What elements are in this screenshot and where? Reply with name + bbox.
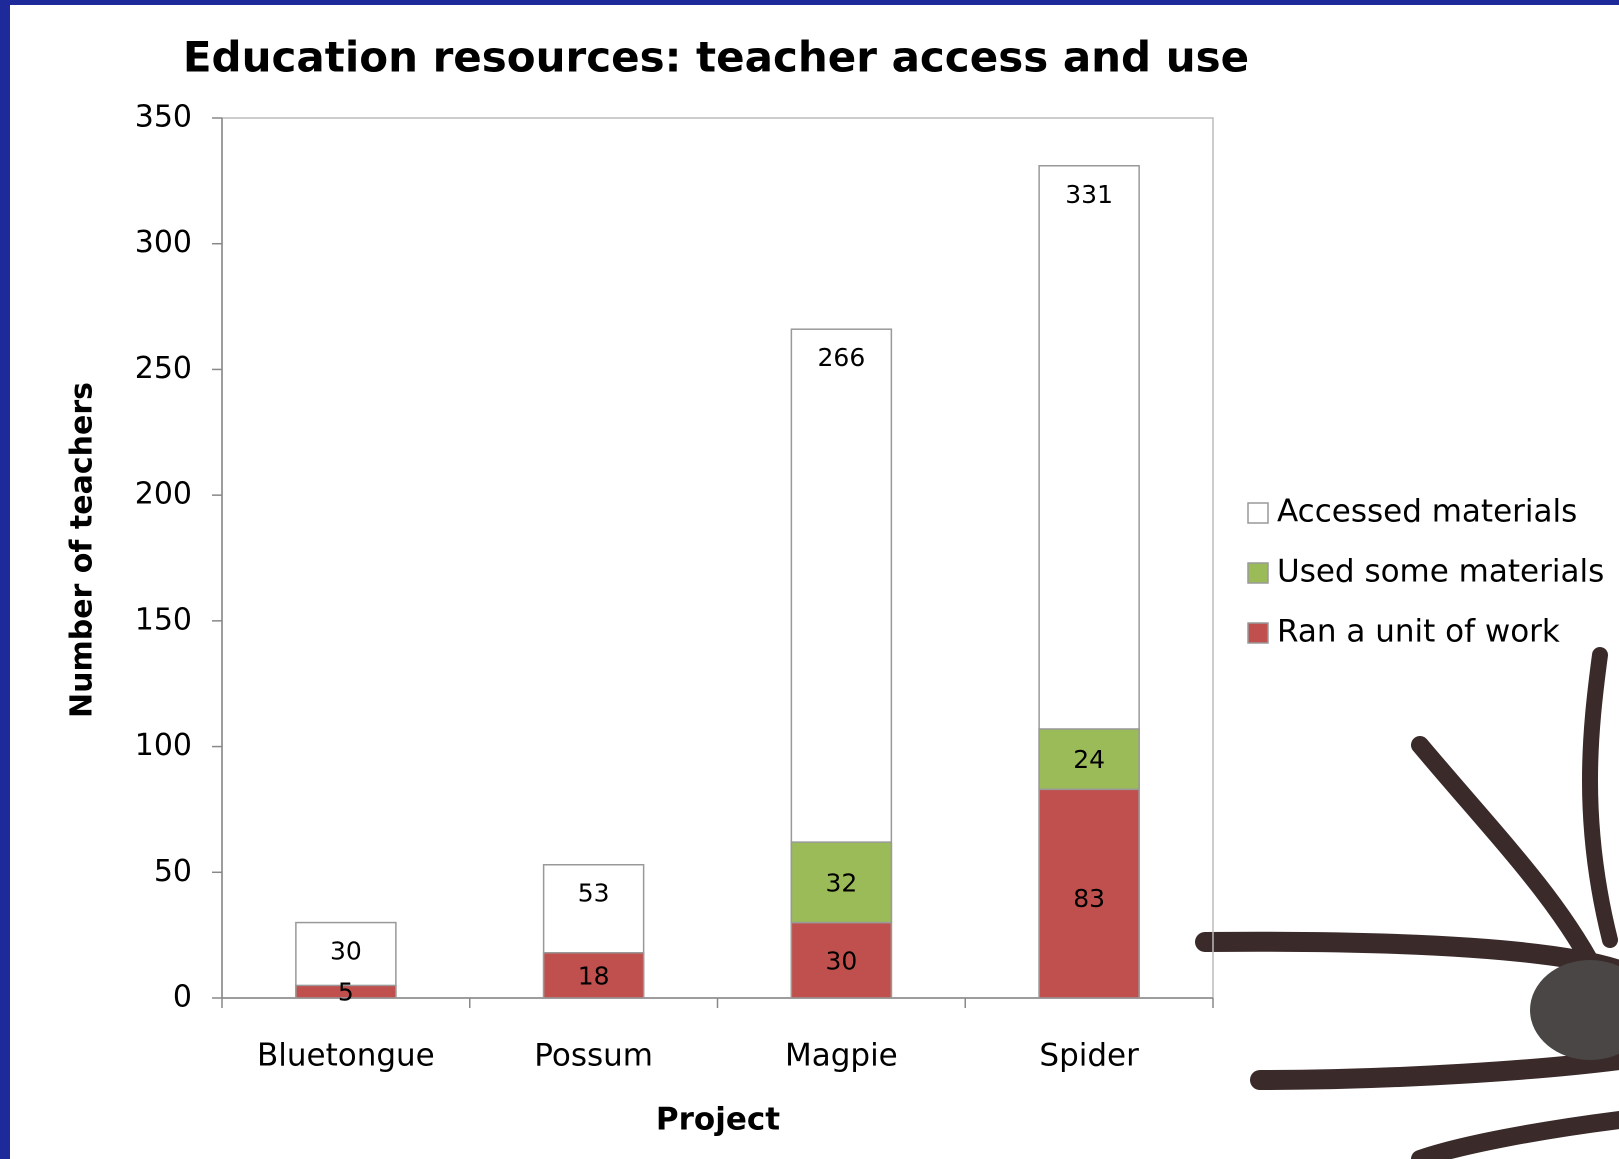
bar-segment xyxy=(1038,728,1140,791)
value-label: 30 xyxy=(330,937,362,966)
y-tick-label: 350 xyxy=(135,100,192,135)
x-tick-label: Spider xyxy=(1039,1038,1139,1074)
value-label: 266 xyxy=(818,343,866,372)
bar-segment xyxy=(790,921,893,999)
y-tick-label: 300 xyxy=(135,225,192,260)
legend-label: Accessed materials xyxy=(1277,494,1577,530)
y-tick-label: 150 xyxy=(135,602,192,637)
x-tick-label: Bluetongue xyxy=(257,1038,435,1074)
value-label: 83 xyxy=(1073,884,1105,913)
bar-segment xyxy=(790,841,893,924)
y-tick-label: 200 xyxy=(135,477,192,512)
spider-photo xyxy=(1195,647,1619,1159)
x-tick-label: Possum xyxy=(534,1038,653,1074)
value-label: 5 xyxy=(338,978,354,1007)
y-tick-label: 250 xyxy=(135,351,192,386)
value-label: 30 xyxy=(825,946,857,975)
value-label: 18 xyxy=(578,961,610,990)
value-label: 32 xyxy=(825,868,857,897)
value-label: 24 xyxy=(1073,745,1105,774)
legend-swatch xyxy=(1247,562,1269,584)
y-tick-label: 0 xyxy=(173,980,192,1015)
chart-title: Education resources: teacher access and … xyxy=(183,33,1249,82)
y-tick-label: 50 xyxy=(154,854,192,889)
y-tick-label: 100 xyxy=(135,728,192,763)
y-axis-title: Number of teachers xyxy=(65,382,100,718)
value-label: 331 xyxy=(1065,180,1113,209)
legend-label: Ran a unit of work xyxy=(1277,614,1560,650)
x-tick-label: Magpie xyxy=(785,1038,898,1074)
legend-label: Used some materials xyxy=(1277,554,1604,590)
bar-segment xyxy=(1038,788,1140,999)
legend-swatch xyxy=(1247,502,1269,524)
legend-swatch xyxy=(1247,622,1269,644)
bar-segment xyxy=(295,984,397,999)
value-label: 53 xyxy=(578,879,610,908)
bar-segment xyxy=(542,951,645,999)
x-axis-title: Project xyxy=(656,1102,780,1138)
